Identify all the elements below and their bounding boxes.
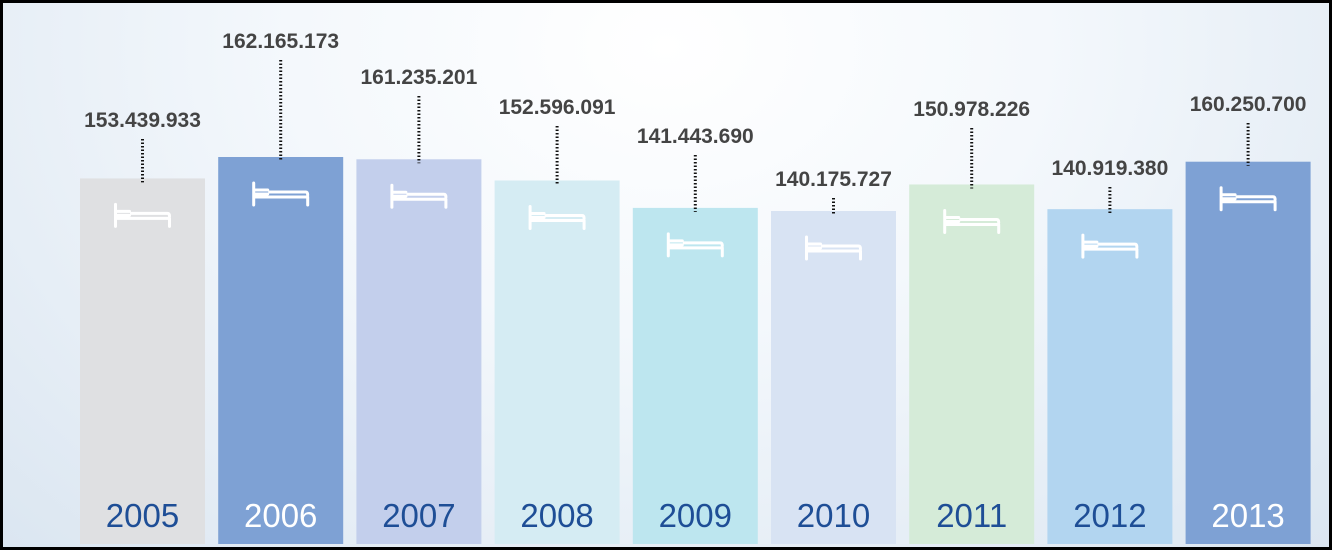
bar-2009 (632, 207, 758, 544)
year-label-2007: 2007 (382, 497, 455, 534)
value-label-2009: 141.443.690 (637, 125, 754, 148)
bar-chart: 153.439.933 2005 162.165.173 2006 161.235.20… (80, 30, 1311, 545)
bed-icon (805, 235, 862, 261)
bed-icon (252, 181, 310, 207)
bed-icon (666, 232, 724, 258)
bar-2013 (1185, 161, 1311, 544)
value-label-2005: 153.439.933 (84, 109, 201, 132)
value-label-2010: 140.175.727 (775, 168, 892, 191)
bar-2010 (771, 211, 896, 544)
bed-icon (528, 204, 586, 230)
bar-2011 (909, 184, 1035, 544)
bar-2005 (80, 178, 205, 545)
year-label-2010: 2010 (797, 497, 870, 534)
year-label-2008: 2008 (520, 497, 593, 534)
bed-icon (1219, 186, 1277, 212)
value-label-2007: 161.235.201 (361, 66, 478, 89)
year-label-2005: 2005 (106, 497, 179, 534)
bed-icon (1081, 233, 1139, 259)
value-label-2006: 162.165.173 (222, 30, 339, 53)
bar-2012 (1047, 209, 1173, 544)
value-label-2011: 150.978.226 (913, 98, 1030, 121)
value-label-2008: 152.596.091 (499, 96, 616, 119)
year-label-2012: 2012 (1073, 497, 1146, 534)
year-label-2011: 2011 (936, 497, 1007, 534)
value-label-2012: 140.919.380 (1052, 157, 1169, 180)
bed-icon (390, 183, 448, 209)
bar-2006 (218, 157, 344, 544)
bar-2007 (356, 159, 482, 544)
bar-2008 (494, 180, 620, 544)
year-label-2013: 2013 (1211, 497, 1284, 534)
value-label-2013: 160.250.700 (1190, 93, 1307, 116)
year-label-2006: 2006 (244, 497, 317, 534)
bed-icon (943, 208, 1001, 234)
year-label-2009: 2009 (659, 497, 732, 534)
bed-icon (114, 202, 171, 228)
